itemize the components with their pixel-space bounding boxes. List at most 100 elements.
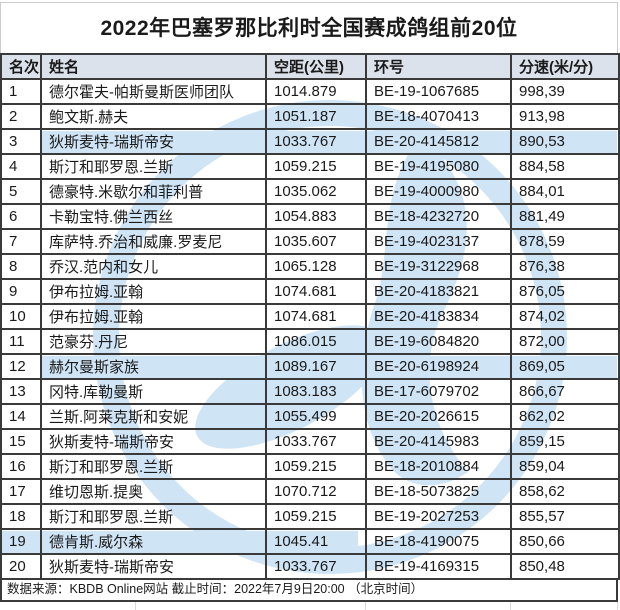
- speed-cell: 872,00: [510, 328, 620, 355]
- rank-cell: 19: [0, 528, 42, 555]
- distance-cell: 1070.712: [265, 478, 367, 505]
- table-row: 20 狄斯麦特-瑞斯帝安 1033.767 BE-19-4169315 850,48: [0, 553, 620, 580]
- name-cell: 卡勒宝特.佛兰西丝: [40, 203, 267, 230]
- speed-cell: 884,01: [510, 178, 620, 205]
- ring-cell: BE-18-5073825: [365, 478, 512, 505]
- distance-cell: 1065.128: [265, 253, 367, 280]
- speed-cell: 876,38: [510, 253, 620, 280]
- speed-cell: 876,05: [510, 278, 620, 305]
- rank-cell: 8: [0, 253, 42, 280]
- ring-cell: BE-20-4183821: [365, 278, 512, 305]
- ring-cell: BE-19-4169315: [365, 553, 512, 580]
- distance-cell: 1089.167: [265, 353, 367, 380]
- rank-cell: 11: [0, 328, 42, 355]
- distance-cell: 1055.499: [265, 403, 367, 430]
- ring-cell: BE-18-4070413: [365, 103, 512, 130]
- rank-cell: 9: [0, 278, 42, 305]
- speed-cell: 913,98: [510, 103, 620, 130]
- table-row: 12 赫尔曼斯家族 1089.167 BE-20-6198924 869,05: [0, 353, 620, 380]
- distance-cell: 1059.215: [265, 503, 367, 530]
- rank-cell: 14: [0, 403, 42, 430]
- ring-cell: BE-17-6079702: [365, 378, 512, 405]
- name-cell: 德豪特.米歇尔和菲利普: [40, 178, 267, 205]
- rank-cell: 7: [0, 228, 42, 255]
- name-cell: 赫尔曼斯家族: [40, 353, 267, 380]
- rank-cell: 3: [0, 128, 42, 155]
- speed-cell: 869,05: [510, 353, 620, 380]
- rank-cell: 15: [0, 428, 42, 455]
- ring-cell: BE-20-4145983: [365, 428, 512, 455]
- speed-cell: 859,15: [510, 428, 620, 455]
- name-cell: 范豪芬.丹尼: [40, 328, 267, 355]
- speed-cell: 858,62: [510, 478, 620, 505]
- ring-cell: BE-19-4195080: [365, 153, 512, 180]
- column-header-ring: 环号: [365, 53, 512, 80]
- name-cell: 斯汀和耶罗恩.兰斯: [40, 453, 267, 480]
- speed-cell: 884,58: [510, 153, 620, 180]
- distance-cell: 1033.767: [265, 128, 367, 155]
- gridline: [135, 602, 136, 610]
- name-cell: 狄斯麦特-瑞斯帝安: [40, 128, 267, 155]
- column-header-speed: 分速(米/分): [510, 53, 620, 80]
- speed-cell: 878,59: [510, 228, 620, 255]
- rank-cell: 4: [0, 153, 42, 180]
- speed-cell: 859,04: [510, 453, 620, 480]
- ring-cell: BE-19-4023137: [365, 228, 512, 255]
- name-cell: 伊布拉姆.亚翰: [40, 278, 267, 305]
- ring-cell: BE-18-4232720: [365, 203, 512, 230]
- distance-cell: 1033.767: [265, 553, 367, 580]
- ring-cell: BE-20-6198924: [365, 353, 512, 380]
- rank-cell: 13: [0, 378, 42, 405]
- table-row: 8 乔汉.范内和女儿 1065.128 BE-19-3122968 876,38: [0, 253, 620, 280]
- distance-cell: 1074.681: [265, 303, 367, 330]
- speed-cell: 881,49: [510, 203, 620, 230]
- rank-cell: 12: [0, 353, 42, 380]
- name-cell: 狄斯麦特-瑞斯帝安: [40, 428, 267, 455]
- table-row: 17 维切恩斯.提奥 1070.712 BE-18-5073825 858,62: [0, 478, 620, 505]
- speed-cell: 866,67: [510, 378, 620, 405]
- ring-cell: BE-19-1067685: [365, 78, 512, 105]
- rank-cell: 20: [0, 553, 42, 580]
- name-cell: 德尔霍夫-帕斯曼斯医师团队: [40, 78, 267, 105]
- table-row: 15 狄斯麦特-瑞斯帝安 1033.767 BE-20-4145983 859,15: [0, 428, 620, 455]
- table-row: 6 卡勒宝特.佛兰西丝 1054.883 BE-18-4232720 881,49: [0, 203, 620, 230]
- speed-cell: 850,66: [510, 528, 620, 555]
- table-row: 4 斯汀和耶罗恩.兰斯 1059.215 BE-19-4195080 884,58: [0, 153, 620, 180]
- table-row: 16 斯汀和耶罗恩.兰斯 1059.215 BE-18-2010884 859,04: [0, 453, 620, 480]
- speed-cell: 998,39: [510, 78, 620, 105]
- page-title: 2022年巴塞罗那比利时全国赛成鸽组前20位: [0, 2, 618, 53]
- rank-cell: 5: [0, 178, 42, 205]
- speed-cell: 890,53: [510, 128, 620, 155]
- name-cell: 狄斯麦特-瑞斯帝安: [40, 553, 267, 580]
- table-row: 7 库萨特.乔治和威廉.罗麦尼 1035.607 BE-19-4023137 878,5…: [0, 228, 620, 255]
- table-row: 3 狄斯麦特-瑞斯帝安 1033.767 BE-20-4145812 890,53: [0, 128, 620, 155]
- ring-cell: BE-20-4145812: [365, 128, 512, 155]
- gridline: [365, 602, 366, 610]
- ranking-table: 名次 姓名 空距(公里) 环号 分速(米/分) 1 德尔霍夫-帕斯曼斯医师团队 10…: [0, 53, 620, 580]
- ring-cell: BE-19-3122968: [365, 253, 512, 280]
- rank-cell: 2: [0, 103, 42, 130]
- name-cell: 斯汀和耶罗恩.兰斯: [40, 153, 267, 180]
- column-header-name: 姓名: [40, 53, 267, 80]
- table-row: 19 德肯斯.威尔森 1045.41 BE-18-4190075 850,66: [0, 528, 620, 555]
- distance-cell: 1083.183: [265, 378, 367, 405]
- table-row: 2 鲍文斯.赫夫 1051.187 BE-18-4070413 913,98: [0, 103, 620, 130]
- speed-cell: 855,57: [510, 503, 620, 530]
- gridline: [510, 602, 511, 610]
- name-cell: 德肯斯.威尔森: [40, 528, 267, 555]
- source-note: 数据来源：KBDB Online网站 截止时间：2022年7月9日20:00 （…: [0, 580, 618, 602]
- column-header-rank: 名次: [0, 53, 42, 80]
- distance-cell: 1035.607: [265, 228, 367, 255]
- rank-cell: 16: [0, 453, 42, 480]
- rank-cell: 10: [0, 303, 42, 330]
- table-row: 18 斯汀和耶罗恩.兰斯 1059.215 BE-19-2027253 855,57: [0, 503, 620, 530]
- ring-cell: BE-20-2026615: [365, 403, 512, 430]
- rank-cell: 18: [0, 503, 42, 530]
- name-cell: 乔汉.范内和女儿: [40, 253, 267, 280]
- name-cell: 冈特.库勒曼斯: [40, 378, 267, 405]
- spreadsheet-gridline-strip: [0, 602, 620, 610]
- speed-cell: 874,02: [510, 303, 620, 330]
- table-row: 13 冈特.库勒曼斯 1083.183 BE-17-6079702 866,67: [0, 378, 620, 405]
- table-row: 10 伊布拉姆.亚翰 1074.681 BE-20-4183834 874,02: [0, 303, 620, 330]
